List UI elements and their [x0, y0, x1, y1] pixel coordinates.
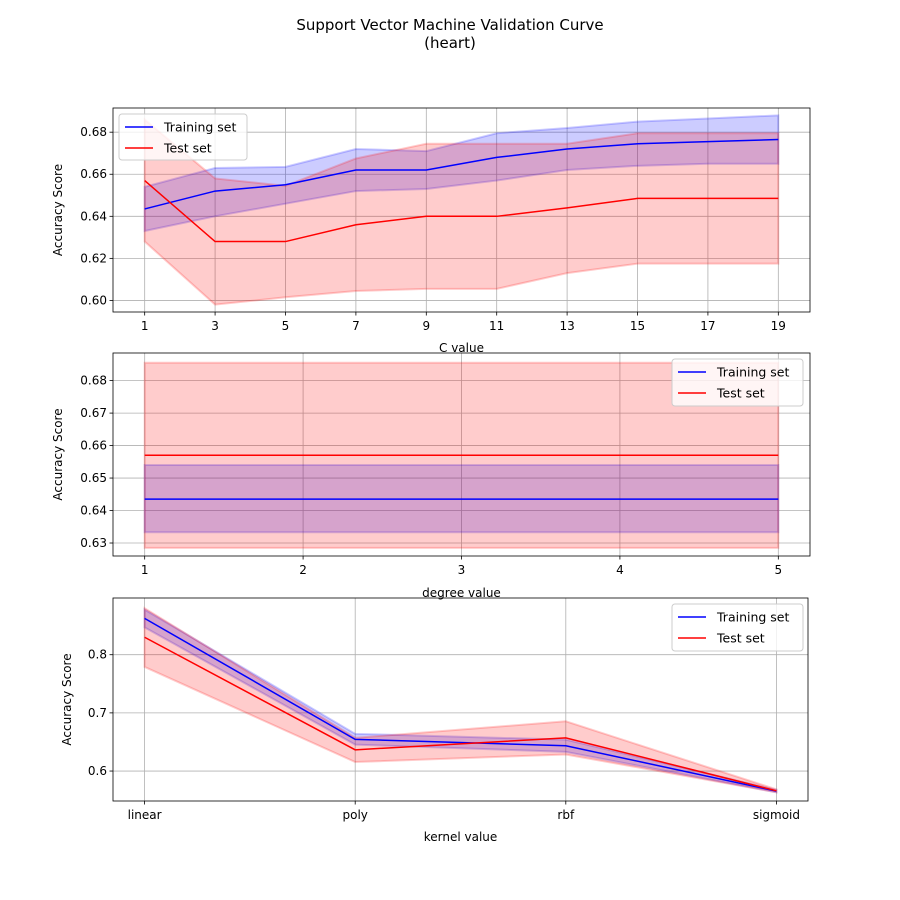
x-tick-label: 15	[630, 319, 645, 333]
x-tick-label: sigmoid	[753, 808, 800, 822]
y-tick-label: 0.68	[80, 125, 107, 139]
x-tick-label: 3	[458, 563, 466, 577]
x-tick-label: rbf	[557, 808, 575, 822]
y-axis-label: Accuracy Score	[51, 164, 65, 256]
figure-title: Support Vector Machine Validation Curve	[296, 16, 603, 34]
x-axis-label: degree value	[422, 586, 501, 600]
x-tick-label: 2	[299, 563, 307, 577]
plot-frame	[112, 107, 811, 313]
x-tick-label: 11	[489, 319, 504, 333]
x-tick-label: 5	[774, 563, 782, 577]
y-tick-label: 0.62	[80, 251, 107, 265]
legend-label: Training set	[716, 365, 789, 380]
x-tick-label: 9	[422, 319, 430, 333]
y-tick-label: 0.66	[80, 167, 107, 181]
figure-subtitle: (heart)	[424, 34, 476, 52]
legend-label: Test set	[163, 141, 212, 156]
legend: Training set Test set	[118, 113, 248, 161]
x-axis-label: C value	[439, 341, 484, 355]
training-confidence-band	[143, 114, 780, 233]
chart-panel-1: 1 3 5 7 9 11 13 15 17 190.600.620.640.660.68C val…	[51, 107, 811, 355]
y-tick-label: 0.7	[88, 706, 107, 720]
plot-frame	[112, 597, 809, 802]
y-tick-label: 0.63	[80, 536, 107, 550]
y-tick-label: 0.64	[80, 504, 107, 518]
x-tick-label: 3	[211, 319, 219, 333]
training-series-line	[144, 617, 777, 792]
legend-label: Test set	[716, 386, 765, 401]
chart-panel-3: linear poly rbf sigmoid 0.6 0.7 0.8 kernel valu…	[60, 597, 809, 844]
y-tick-label: 0.65	[80, 471, 107, 485]
test-series-line	[144, 636, 777, 792]
legend-box	[671, 603, 804, 652]
test-series-line	[144, 179, 779, 243]
x-axis-label: kernel value	[424, 830, 498, 844]
x-tick-label: 1	[141, 319, 149, 333]
y-tick-label: 0.68	[80, 374, 107, 388]
legend-box	[671, 358, 804, 407]
y-tick-label: 0.8	[88, 648, 107, 662]
x-tick-label: poly	[342, 808, 367, 822]
test-confidence-band	[143, 606, 778, 794]
x-tick-label: 5	[282, 319, 290, 333]
test-confidence-band	[143, 117, 780, 306]
training-confidence-band	[143, 607, 778, 794]
y-tick-label: 0.6	[88, 764, 107, 778]
y-tick-label: 0.66	[80, 439, 107, 453]
chart-panel-2: 1 2 3 4 5 0.63 0.64 0.65 0.66 0.67 0.68 degree valu…	[51, 352, 811, 600]
x-tick-label: 19	[771, 319, 786, 333]
y-axis-label: Accuracy Score	[60, 653, 74, 745]
y-tick-label: 0.64	[80, 209, 107, 223]
y-tick-label: 0.60	[80, 293, 107, 307]
legend-label: Test set	[716, 631, 765, 646]
x-tick-label: 17	[700, 319, 715, 333]
x-tick-label: linear	[128, 808, 162, 822]
x-tick-label: 1	[141, 563, 149, 577]
y-tick-label: 0.67	[80, 406, 107, 420]
training-series-line	[144, 138, 779, 210]
legend-label: Training set	[716, 610, 789, 625]
y-axis-label: Accuracy Score	[51, 408, 65, 500]
legend: Training set Test set	[671, 358, 804, 407]
legend-label: Training set	[163, 120, 236, 135]
x-tick-label: 4	[616, 563, 624, 577]
legend: Training set Test set	[671, 603, 804, 652]
x-tick-label: 13	[559, 319, 574, 333]
x-tick-label: 7	[352, 319, 360, 333]
